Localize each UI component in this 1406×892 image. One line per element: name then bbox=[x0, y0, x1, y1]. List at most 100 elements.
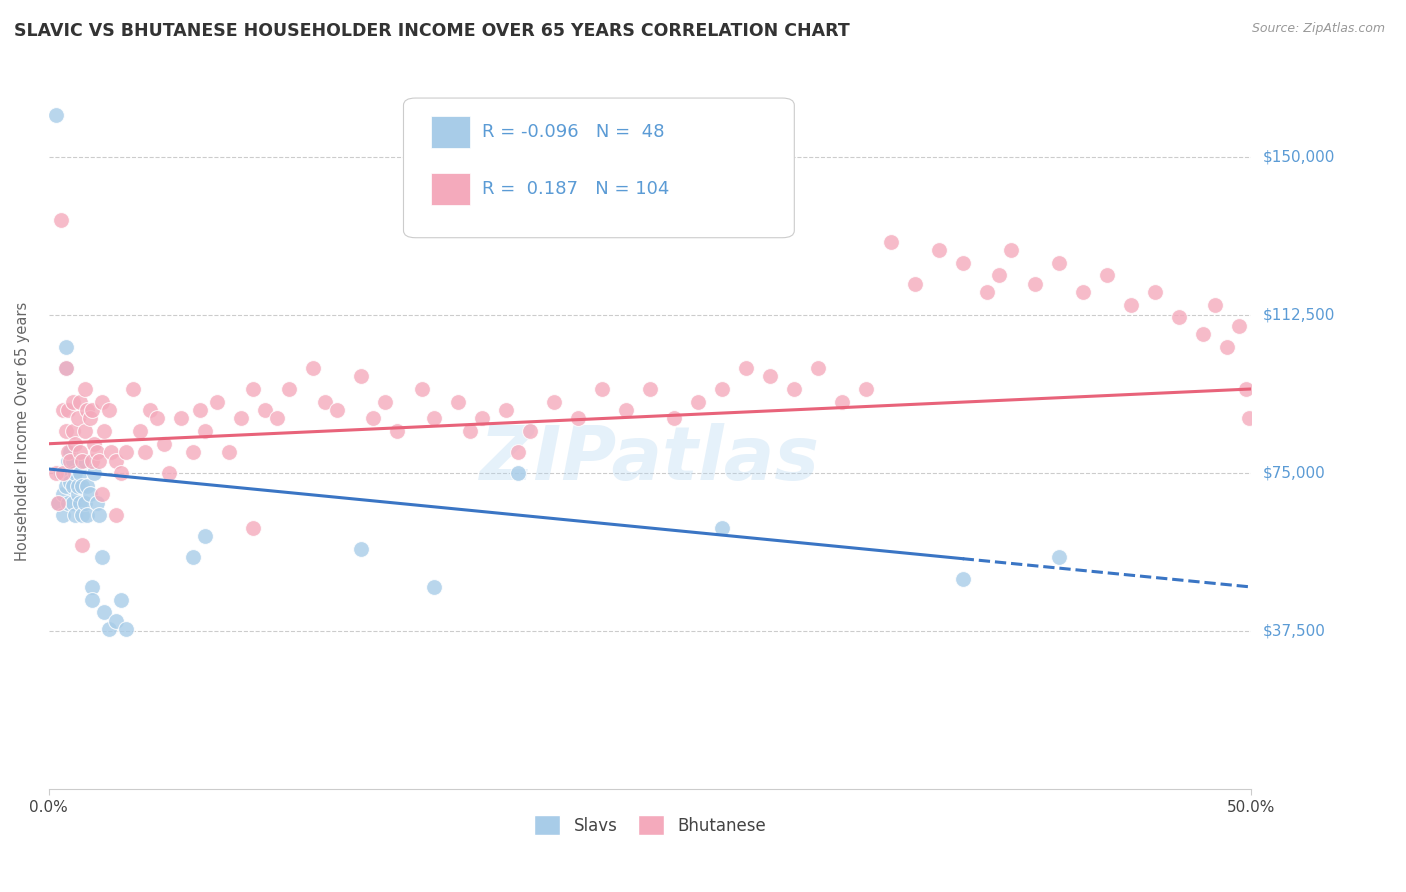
Point bbox=[52, 487, 75, 501]
Point bbox=[93, 424, 115, 438]
Point bbox=[56, 467, 79, 481]
Point bbox=[1024, 277, 1046, 291]
Point bbox=[79, 411, 101, 425]
Point bbox=[86, 445, 108, 459]
Point bbox=[266, 411, 288, 425]
Point bbox=[49, 467, 72, 481]
Point bbox=[614, 403, 637, 417]
Point bbox=[56, 496, 79, 510]
Point bbox=[1095, 268, 1118, 283]
Text: $75,000: $75,000 bbox=[1263, 466, 1324, 481]
Point bbox=[56, 403, 79, 417]
Point bbox=[55, 340, 77, 354]
Point bbox=[73, 424, 96, 438]
Point bbox=[987, 268, 1010, 283]
Point bbox=[422, 580, 444, 594]
Text: $37,500: $37,500 bbox=[1263, 624, 1326, 639]
Point bbox=[80, 592, 103, 607]
Point bbox=[879, 235, 901, 249]
Point bbox=[114, 622, 136, 636]
Point bbox=[506, 467, 529, 481]
Point bbox=[62, 496, 84, 510]
Point bbox=[446, 394, 468, 409]
Point bbox=[59, 445, 82, 459]
Point bbox=[73, 453, 96, 467]
Y-axis label: Householder Income Over 65 years: Householder Income Over 65 years bbox=[15, 301, 30, 561]
Point bbox=[45, 108, 67, 122]
Point bbox=[62, 424, 84, 438]
Text: $112,500: $112,500 bbox=[1263, 308, 1334, 323]
Point bbox=[242, 521, 264, 535]
Point bbox=[129, 424, 152, 438]
Point bbox=[1227, 318, 1250, 333]
Point bbox=[157, 467, 180, 481]
Point bbox=[55, 479, 77, 493]
Point bbox=[63, 508, 86, 523]
Point bbox=[62, 479, 84, 493]
Point bbox=[69, 467, 91, 481]
Point bbox=[139, 403, 162, 417]
Point bbox=[90, 487, 112, 501]
Point bbox=[374, 394, 396, 409]
Point bbox=[73, 496, 96, 510]
Point bbox=[69, 445, 91, 459]
Point bbox=[59, 475, 82, 489]
Point bbox=[89, 453, 111, 467]
Point bbox=[153, 436, 176, 450]
Point bbox=[80, 403, 103, 417]
Point bbox=[83, 467, 105, 481]
Point bbox=[254, 403, 277, 417]
Text: Source: ZipAtlas.com: Source: ZipAtlas.com bbox=[1251, 22, 1385, 36]
Point bbox=[976, 285, 998, 299]
Point bbox=[55, 424, 77, 438]
Point bbox=[952, 572, 974, 586]
Point bbox=[567, 411, 589, 425]
Point bbox=[711, 382, 734, 396]
Point bbox=[735, 360, 758, 375]
Point bbox=[52, 403, 75, 417]
Point bbox=[79, 487, 101, 501]
Point bbox=[543, 394, 565, 409]
Point bbox=[194, 529, 217, 543]
Point bbox=[1047, 550, 1070, 565]
Text: R =  0.187   N = 104: R = 0.187 N = 104 bbox=[482, 180, 669, 198]
Point bbox=[89, 508, 111, 523]
Point bbox=[80, 580, 103, 594]
Point bbox=[55, 360, 77, 375]
Point bbox=[76, 508, 98, 523]
Point bbox=[903, 277, 925, 291]
Point bbox=[105, 508, 128, 523]
Point bbox=[170, 411, 193, 425]
Point bbox=[93, 605, 115, 619]
Point bbox=[59, 453, 82, 467]
Point bbox=[73, 382, 96, 396]
Point bbox=[1168, 310, 1191, 325]
Point bbox=[97, 403, 120, 417]
Point bbox=[105, 614, 128, 628]
Point bbox=[302, 360, 325, 375]
Point bbox=[662, 411, 685, 425]
Point bbox=[49, 213, 72, 227]
Point bbox=[1047, 255, 1070, 269]
Point bbox=[1119, 298, 1142, 312]
Point bbox=[831, 394, 853, 409]
Point bbox=[146, 411, 169, 425]
Point bbox=[350, 542, 373, 557]
Point bbox=[52, 508, 75, 523]
Point bbox=[278, 382, 301, 396]
Point bbox=[62, 394, 84, 409]
Point bbox=[855, 382, 877, 396]
Point bbox=[90, 550, 112, 565]
Point bbox=[759, 369, 782, 384]
Point bbox=[188, 403, 211, 417]
FancyBboxPatch shape bbox=[404, 98, 794, 237]
Point bbox=[66, 487, 89, 501]
Point bbox=[422, 411, 444, 425]
Point bbox=[218, 445, 240, 459]
Point bbox=[1071, 285, 1094, 299]
Point bbox=[181, 445, 204, 459]
Point bbox=[72, 538, 94, 552]
Point bbox=[122, 382, 145, 396]
Point bbox=[1237, 411, 1260, 425]
Point bbox=[363, 411, 385, 425]
